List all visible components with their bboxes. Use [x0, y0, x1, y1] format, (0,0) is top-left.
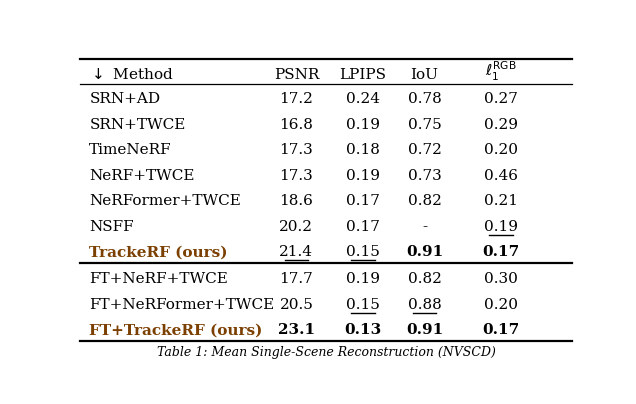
Text: 0.30: 0.30	[484, 272, 518, 286]
Text: 20.5: 20.5	[279, 298, 314, 312]
Text: 0.15: 0.15	[346, 245, 380, 259]
Text: 0.78: 0.78	[408, 92, 441, 106]
Text: 0.20: 0.20	[484, 298, 518, 312]
Text: LPIPS: LPIPS	[340, 68, 387, 82]
Text: 0.73: 0.73	[408, 168, 441, 183]
Text: 0.19: 0.19	[346, 272, 380, 286]
Text: FT+TrackeRF (ours): FT+TrackeRF (ours)	[89, 323, 263, 337]
Text: 0.75: 0.75	[408, 118, 441, 132]
Text: 0.82: 0.82	[408, 194, 441, 208]
Text: NeRF+TWCE: NeRF+TWCE	[89, 168, 195, 183]
Text: Table 1: Mean Single-Scene Reconstruction (NVSCD): Table 1: Mean Single-Scene Reconstructio…	[156, 346, 495, 359]
Text: NeRFormer+TWCE: NeRFormer+TWCE	[89, 194, 241, 208]
Text: 0.29: 0.29	[484, 118, 518, 132]
Text: 0.17: 0.17	[346, 220, 380, 234]
Text: 0.91: 0.91	[406, 323, 443, 337]
Text: 18.6: 18.6	[279, 194, 314, 208]
Text: SRN+TWCE: SRN+TWCE	[89, 118, 186, 132]
Text: 0.19: 0.19	[346, 168, 380, 183]
Text: SRN+AD: SRN+AD	[89, 92, 160, 106]
Text: TrackeRF (ours): TrackeRF (ours)	[89, 245, 228, 259]
Text: 0.82: 0.82	[408, 272, 441, 286]
Text: 0.27: 0.27	[484, 92, 518, 106]
Text: NSFF: NSFF	[89, 220, 134, 234]
Text: 0.88: 0.88	[408, 298, 441, 312]
Text: 0.17: 0.17	[346, 194, 380, 208]
Text: 0.15: 0.15	[346, 298, 380, 312]
Text: FT+NeRFormer+TWCE: FT+NeRFormer+TWCE	[89, 298, 275, 312]
Text: $\downarrow$ Method: $\downarrow$ Method	[89, 67, 174, 82]
Text: 0.19: 0.19	[484, 220, 518, 234]
Text: 23.1: 23.1	[278, 323, 315, 337]
Text: 0.91: 0.91	[406, 245, 443, 259]
Text: PSNR: PSNR	[273, 68, 319, 82]
Text: 0.19: 0.19	[346, 118, 380, 132]
Text: 0.17: 0.17	[482, 245, 520, 259]
Text: 0.20: 0.20	[484, 143, 518, 157]
Text: TimeNeRF: TimeNeRF	[89, 143, 172, 157]
Text: 21.4: 21.4	[279, 245, 314, 259]
Text: $\ell_1^{\mathrm{RGB}}$: $\ell_1^{\mathrm{RGB}}$	[485, 59, 517, 83]
Text: 0.24: 0.24	[346, 92, 380, 106]
Text: 0.18: 0.18	[346, 143, 380, 157]
Text: 16.8: 16.8	[279, 118, 314, 132]
Text: 0.13: 0.13	[344, 323, 382, 337]
Text: 0.21: 0.21	[484, 194, 518, 208]
Text: 17.3: 17.3	[279, 168, 314, 183]
Text: 0.72: 0.72	[408, 143, 441, 157]
Text: 17.3: 17.3	[279, 143, 314, 157]
Text: FT+NeRF+TWCE: FT+NeRF+TWCE	[89, 272, 228, 286]
Text: -: -	[422, 220, 427, 234]
Text: 0.46: 0.46	[484, 168, 518, 183]
Text: 17.7: 17.7	[279, 272, 314, 286]
Text: 20.2: 20.2	[279, 220, 314, 234]
Text: 17.2: 17.2	[279, 92, 314, 106]
Text: IoU: IoU	[410, 68, 439, 82]
Text: 0.17: 0.17	[482, 323, 520, 337]
